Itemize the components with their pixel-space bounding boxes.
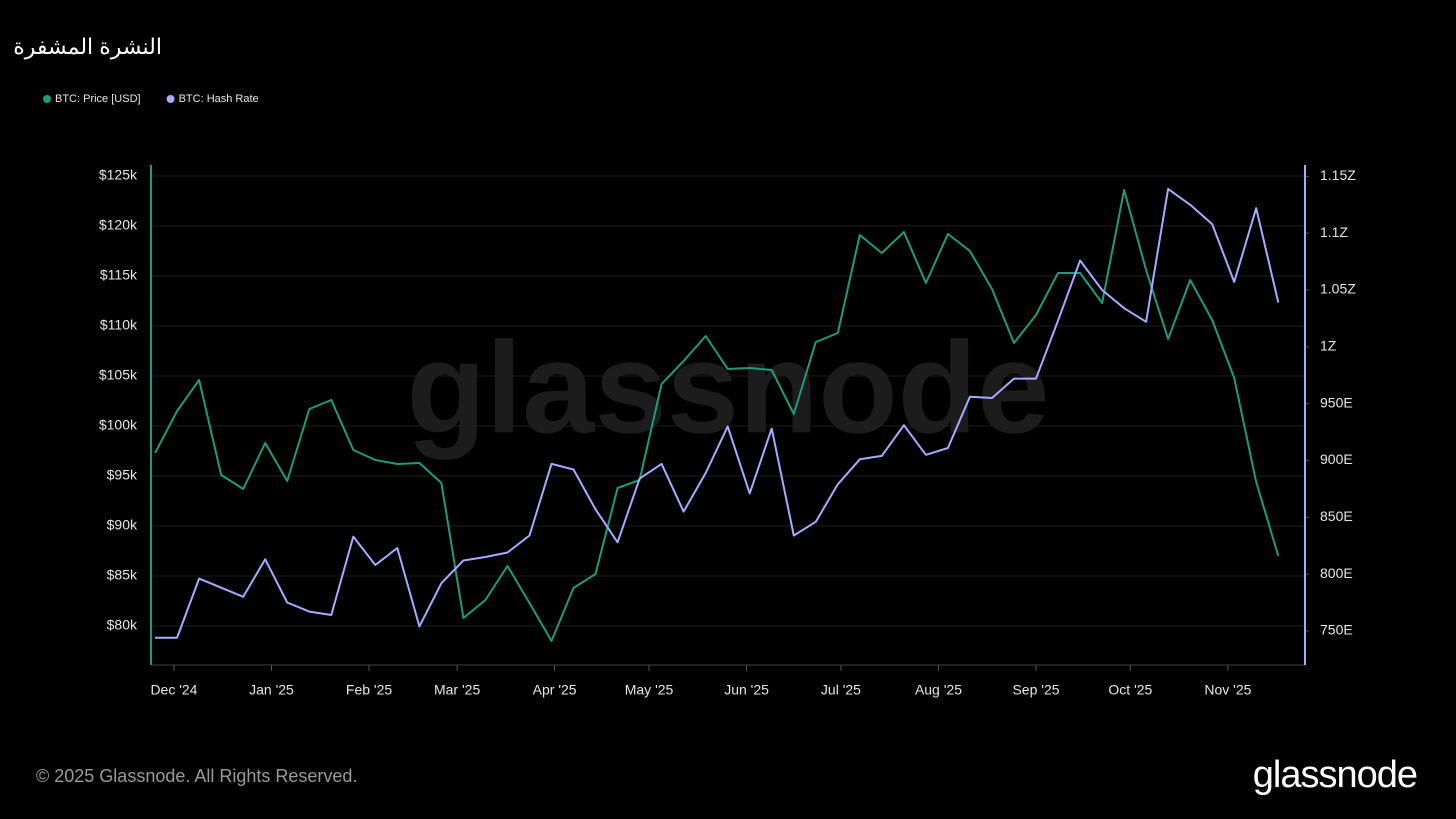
y-tick-label: $105k (99, 367, 138, 383)
x-tick-label: Sep '25 (1012, 682, 1059, 698)
series-line (154, 189, 1280, 642)
x-tick-label: Oct '25 (1108, 682, 1152, 698)
watermark: glassnode (407, 314, 1050, 460)
y-tick-label: $115k (100, 267, 138, 283)
series-line (155, 187, 1280, 639)
x-tick-label: Aug '25 (915, 682, 962, 698)
chart-title: النشرة المشفرة (13, 34, 162, 59)
y-tick-label: $90k (107, 517, 138, 533)
y-tick-label: $125k (99, 167, 138, 183)
y2-tick-label: 1.1Z (1320, 224, 1348, 240)
x-tick-label: Feb '25 (346, 682, 392, 698)
y2-tick-label: 750E (1320, 622, 1353, 638)
legend-marker (166, 95, 175, 103)
y2-tick-label: 950E (1320, 394, 1353, 410)
x-tick-label: Apr '25 (533, 682, 577, 698)
y2-tick-label: 1.15Z (1320, 167, 1356, 183)
x-tick-label: Jul '25 (821, 682, 861, 698)
x-tick-label: May '25 (625, 682, 674, 698)
y-tick-label: $95k (107, 467, 138, 483)
legend-marker (43, 95, 51, 103)
x-tick-label: Dec '24 (150, 682, 197, 698)
legend-label: BTC: Price [USD] (55, 93, 141, 105)
copyright: © 2025 Glassnode. All Rights Reserved. (36, 766, 357, 786)
y2-tick-label: 1.05Z (1320, 281, 1356, 297)
x-tick-label: Nov '25 (1204, 682, 1251, 698)
legend-label: BTC: Hash Rate (179, 93, 259, 105)
y-tick-label: $100k (99, 417, 138, 433)
y2-tick-label: 800E (1320, 565, 1353, 581)
y2-tick-label: 900E (1320, 451, 1353, 467)
y-tick-label: $85k (107, 567, 138, 583)
logo: glassnode (1253, 754, 1417, 796)
x-tick-label: Jan '25 (249, 682, 294, 698)
y-tick-label: $80k (107, 617, 138, 633)
y-tick-label: $120k (99, 217, 138, 233)
x-tick-label: Mar '25 (434, 682, 480, 698)
x-tick-label: Jun '25 (724, 682, 769, 698)
y2-tick-label: 850E (1320, 508, 1353, 524)
y2-tick-label: 1Z (1320, 338, 1337, 354)
y-tick-label: $110k (100, 317, 138, 333)
